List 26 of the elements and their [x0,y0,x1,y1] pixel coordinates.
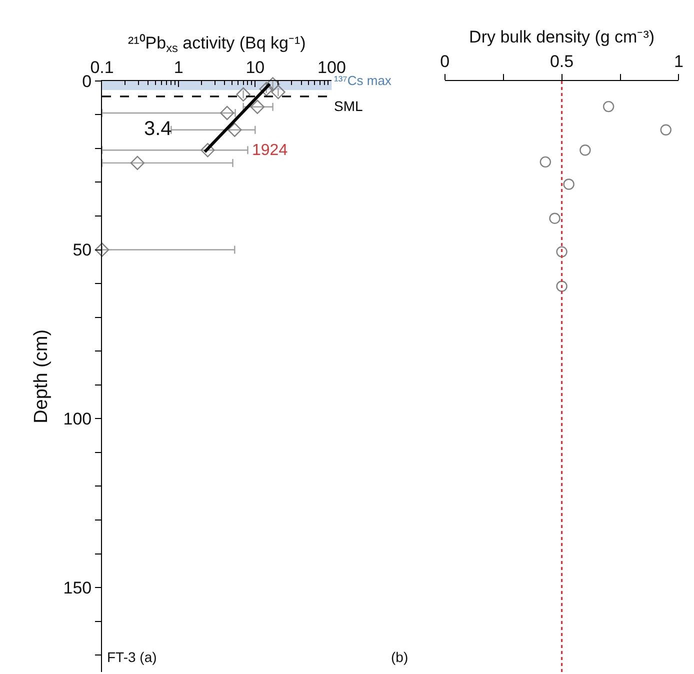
ref-line-label: SML [334,98,363,114]
point [660,124,672,136]
point [602,100,614,112]
x-axis-title: Dry bulk density (g cm⁻³) [469,28,655,47]
y-tick-label: 150 [63,578,92,598]
x-tick-label: 0 [440,52,450,72]
annotation: 3.4 [144,118,172,140]
x-axis-title: ²¹⁰Pb$_{xs}$ activity (Bq kg⁻¹) [128,34,306,56]
annotation: 1924 [252,142,288,159]
y-axis-title: Depth (cm) [31,329,52,424]
x-tick-label: 0.1 [90,58,114,78]
x-tick-label: 10 [246,58,265,78]
annotation: FT-3 (a) [107,649,157,665]
x-tick-label: 1 [674,52,684,72]
point [580,144,591,156]
x-tick-label: 1 [174,58,184,78]
x-tick-label: 0.5 [550,52,574,72]
y-tick-label: 0 [82,72,92,91]
point [540,156,552,168]
text: (b) [391,649,408,665]
point [556,246,568,258]
point [556,280,568,292]
y-tick-label: 100 [63,410,92,429]
point [549,212,560,224]
point [563,178,574,190]
y-tick-label: 50 [72,240,92,260]
